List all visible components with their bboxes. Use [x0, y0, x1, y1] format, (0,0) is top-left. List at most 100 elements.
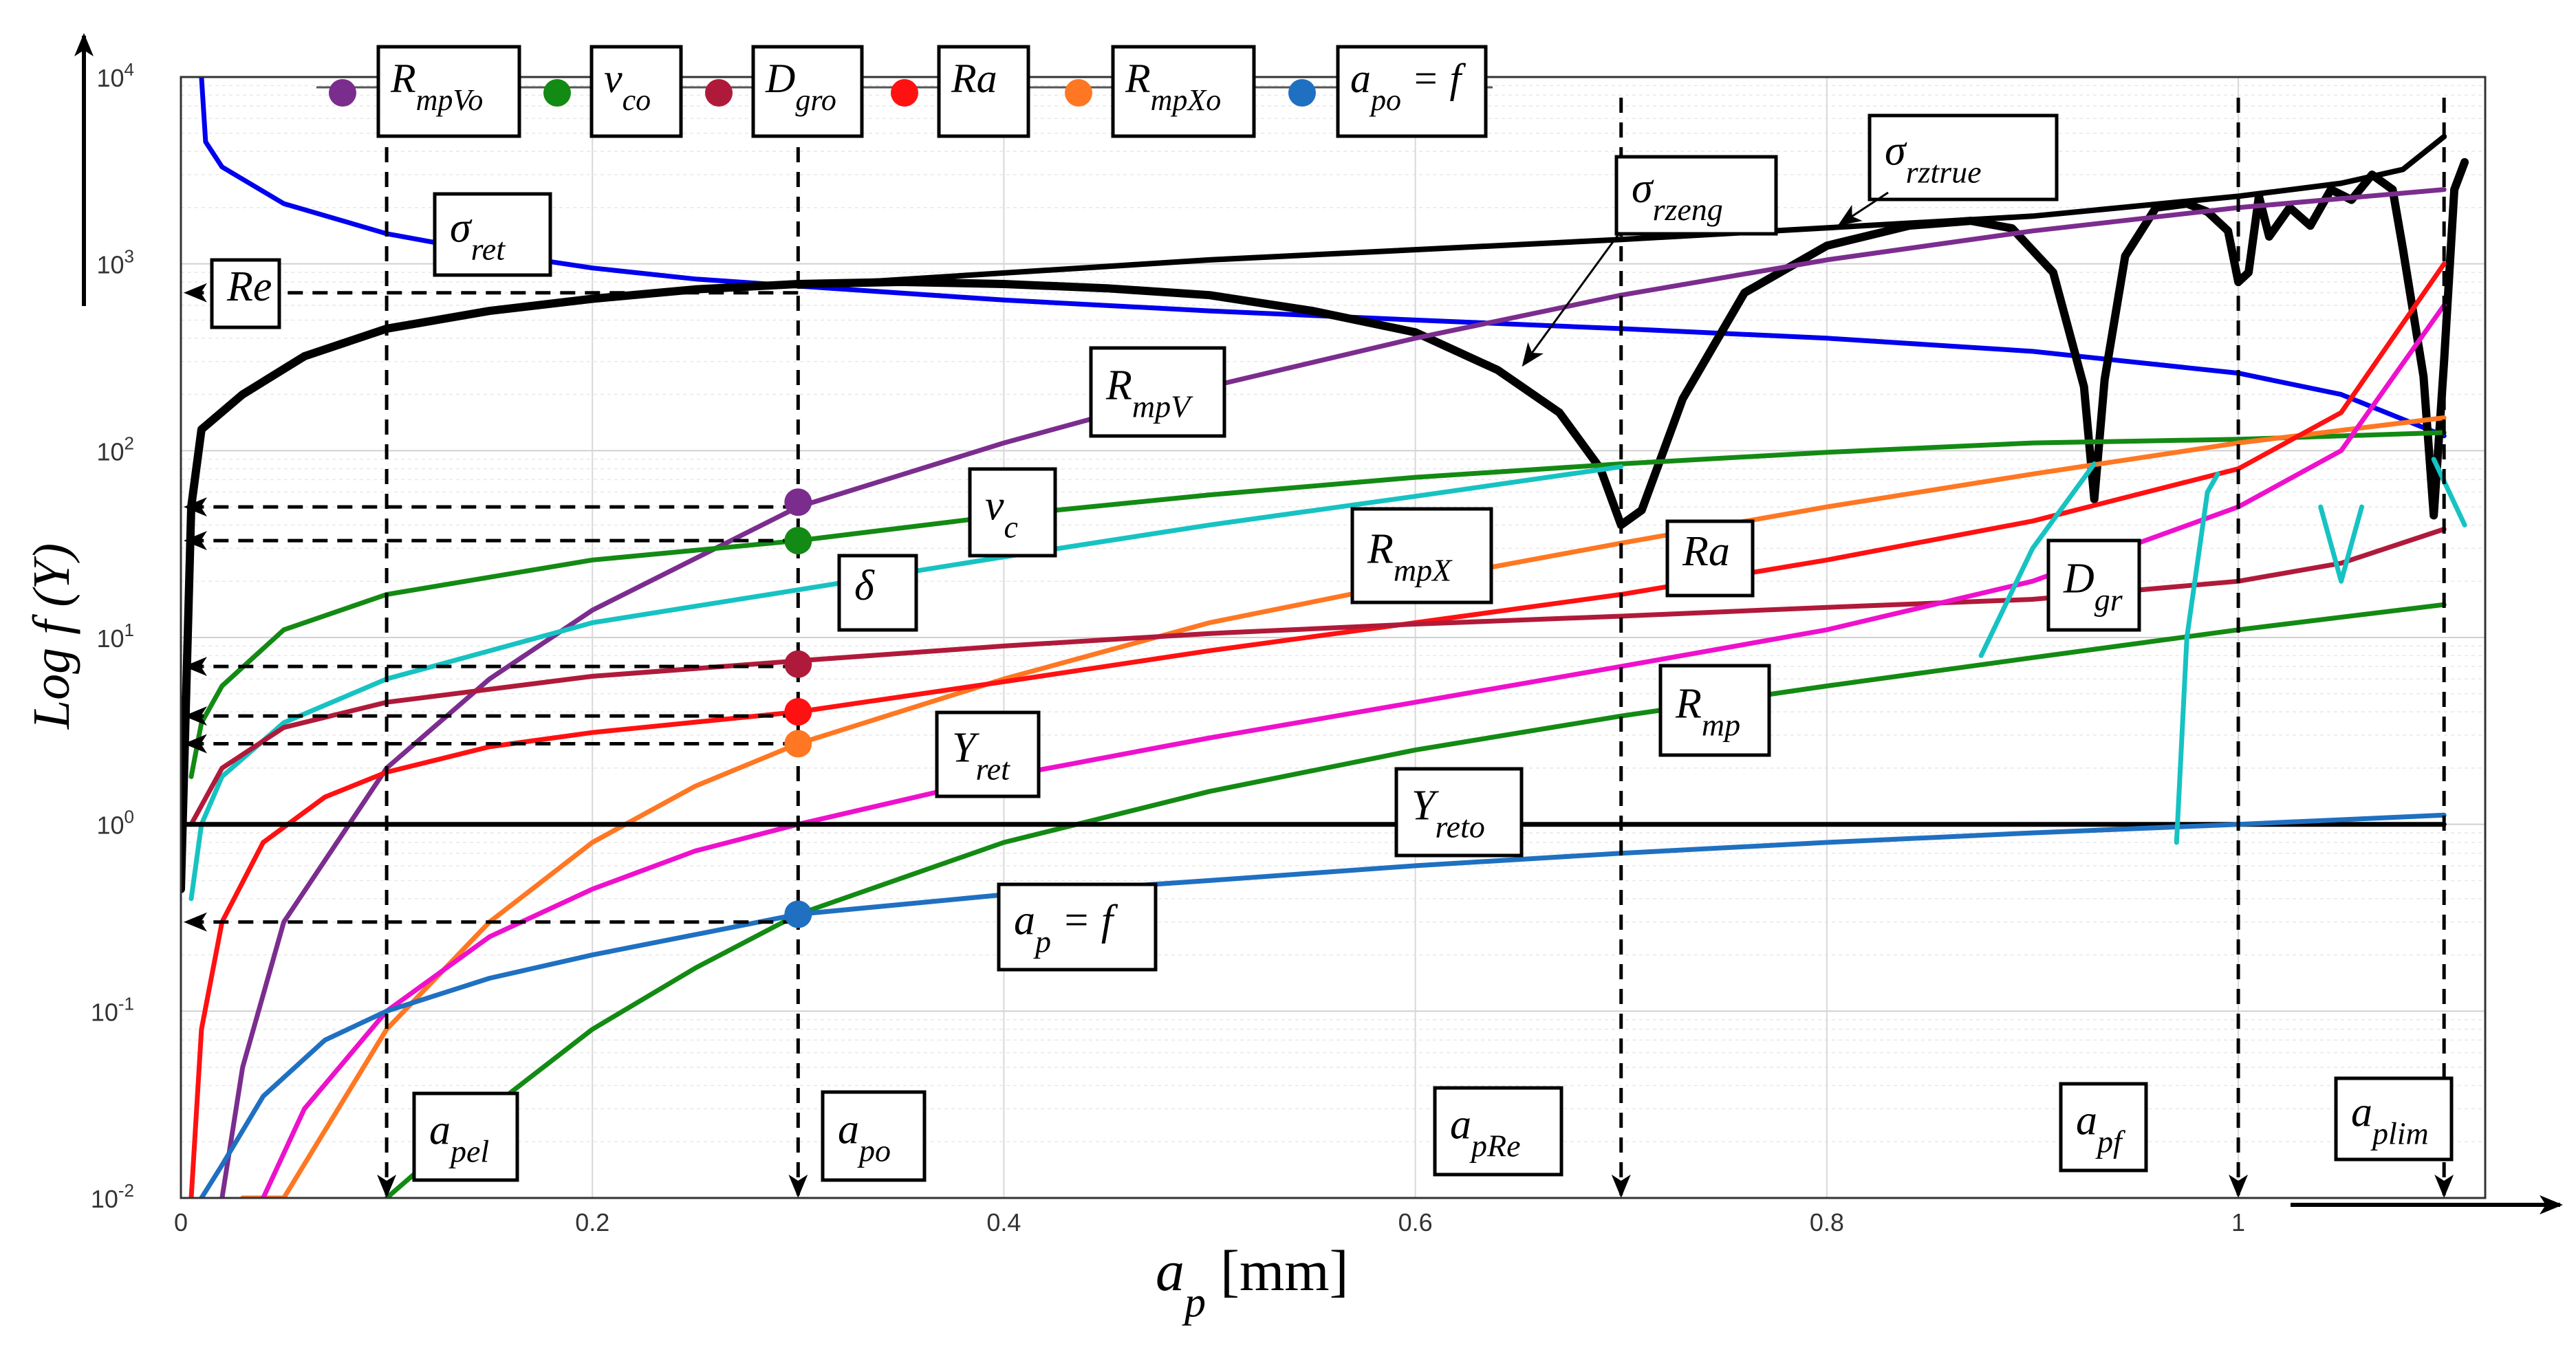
annotation-box-r-mpv [1089, 346, 1226, 438]
annotation-box-r-mpx [1350, 507, 1493, 604]
x-tick-label: 0.6 [1398, 1208, 1433, 1236]
annotation-label-a-pre: apRe [1450, 1102, 1521, 1164]
series-sigma-rztrue [795, 133, 2447, 289]
annotation-box-r-mp [1658, 664, 1771, 757]
annotation-box-delta [837, 554, 918, 632]
x-tick-label: 0.4 [986, 1208, 1021, 1236]
annotation-label-sigma-rztrue: σrztrue [1885, 127, 1981, 189]
annotation-box-a-p-f [997, 882, 1158, 972]
y-tick-label: 103 [96, 246, 134, 279]
annotation-label-r-mpx: RmpX [1367, 526, 1453, 588]
annotation-label-a-pel: apel [429, 1107, 489, 1169]
marker-Ra [784, 698, 812, 726]
tick-labels: 0 0.2 0.4 0.6 0.8 1 10-2 10-1 100 101 102 103 104 [91, 59, 2245, 1236]
annotation-box-sigma-rztrue [1868, 113, 2059, 201]
annotation-box-a-plim [2334, 1076, 2454, 1162]
annotation-label-a-p-f: ap = f [1014, 897, 1118, 959]
x-tick-label: 0 [174, 1208, 188, 1236]
y-tick-label: 10-1 [91, 993, 134, 1026]
x-tick-label: 0.8 [1810, 1208, 1844, 1236]
axis-labels: ap [mm] Log f (Y) [23, 33, 2563, 1326]
annotation-label-a-po: apo [838, 1106, 891, 1168]
annotation-box-a-pel [412, 1091, 519, 1182]
annotation-box-a-po [821, 1090, 927, 1182]
legend-box [1336, 45, 1488, 138]
annotation-box-re [210, 258, 281, 329]
annotation-box-a-pf [2059, 1082, 2148, 1173]
series-cyan-frag4 [2431, 457, 2467, 527]
legend-marker [1288, 79, 1316, 107]
legend-label: RmpVo [390, 56, 483, 117]
series-delta [188, 464, 1624, 902]
annotation-box-sigma-rzeng [1614, 155, 1778, 236]
y-tick-label: 104 [96, 59, 134, 92]
annotation-label-sigma-ret: σret [450, 204, 506, 266]
series-cyan-frag1 [1978, 461, 2097, 658]
plot-frame [180, 76, 2487, 1199]
x-tick-label: 0.2 [575, 1208, 609, 1236]
series-R-mpV [219, 187, 2447, 1198]
leader-arrow [1522, 232, 1621, 367]
annotation-label-a-pf: apf [2076, 1098, 2126, 1159]
legend-marker [543, 79, 571, 107]
annotation-label-re: Re [226, 263, 272, 310]
x-axis-label: ap [mm] [1156, 1239, 1349, 1326]
marker-a-po-f [784, 900, 812, 928]
series-Ra [188, 261, 2447, 1198]
annotation-label-v-c: vc [985, 483, 1018, 545]
legend-label: RmpXo [1125, 56, 1221, 117]
marker-layer [784, 488, 812, 928]
marker-D-gro [784, 650, 812, 678]
annotation-label-y-ret: Yret [952, 724, 1010, 786]
annotation-box-y-ret [935, 710, 1041, 798]
series-sigma-ret [199, 77, 2447, 439]
y-tick-label: 100 [96, 807, 134, 840]
legend-marker [705, 79, 733, 107]
legend-marker [1065, 79, 1092, 107]
legend-marker [891, 79, 918, 107]
annotation-box-a-pre [1433, 1086, 1563, 1177]
annotation-label-y-reto: Yreto [1411, 783, 1485, 844]
legend-box [589, 45, 683, 138]
legend: RmpVo vco Dgro Ra RmpXo apo = f [316, 45, 1493, 138]
y-tick-label: 101 [96, 620, 134, 653]
annotation-box-d-gr [2046, 538, 2141, 632]
series-a-p-f [199, 812, 2447, 1198]
annotation-label-r-mpv: RmpV [1105, 362, 1193, 424]
series-D-gr [188, 527, 2447, 827]
leader-arrow [1837, 191, 1889, 226]
annotation-label-a-plim: aplim [2351, 1089, 2429, 1151]
series-sigma-rzeng [181, 157, 2469, 893]
annotations: Re σret σrzeng σrztrue RmpV vc δ RmpX Ra Dgr Rmp Yr… [210, 113, 2454, 1182]
x-tick-label: 1 [2231, 1208, 2245, 1236]
annotation-box-sigma-ret [433, 192, 552, 277]
legend-label: Ra [951, 56, 997, 101]
legend-label: Dgro [765, 56, 836, 117]
y-axis-label: Log f (Y) [23, 543, 80, 730]
legend-box [1111, 45, 1256, 138]
annotation-box-v-c [968, 467, 1057, 558]
legend-box [751, 45, 864, 138]
y-tick-label: 102 [96, 433, 134, 466]
marker-R-mpVo [784, 488, 812, 516]
legend-label: vco [604, 56, 651, 117]
annotation-label-d-gr: Dgr [2063, 556, 2123, 618]
guide-lines [184, 98, 2454, 1198]
annotation-label-delta: δ [854, 563, 875, 609]
legend-marker [329, 79, 356, 107]
annotation-box-y-reto [1394, 767, 1524, 858]
series-R-mp [384, 602, 2447, 1198]
series-cyan-frag3 [2318, 504, 2364, 584]
marker-R-mpXo [784, 730, 812, 758]
legend-label: apo = f [1350, 56, 1466, 117]
marker-v-co [784, 527, 812, 555]
y-tick-label: 10-2 [91, 1180, 134, 1213]
series-R-mpX [240, 415, 2447, 1198]
legend-box [376, 45, 521, 138]
annotation-label-r-mp: Rmp [1675, 681, 1740, 743]
annotation-label-sigma-rzeng: σrzeng [1632, 165, 1723, 227]
series-cyan-frag2 [2174, 471, 2220, 845]
legend-box [937, 45, 1030, 138]
annotation-box-ra [1665, 519, 1755, 598]
